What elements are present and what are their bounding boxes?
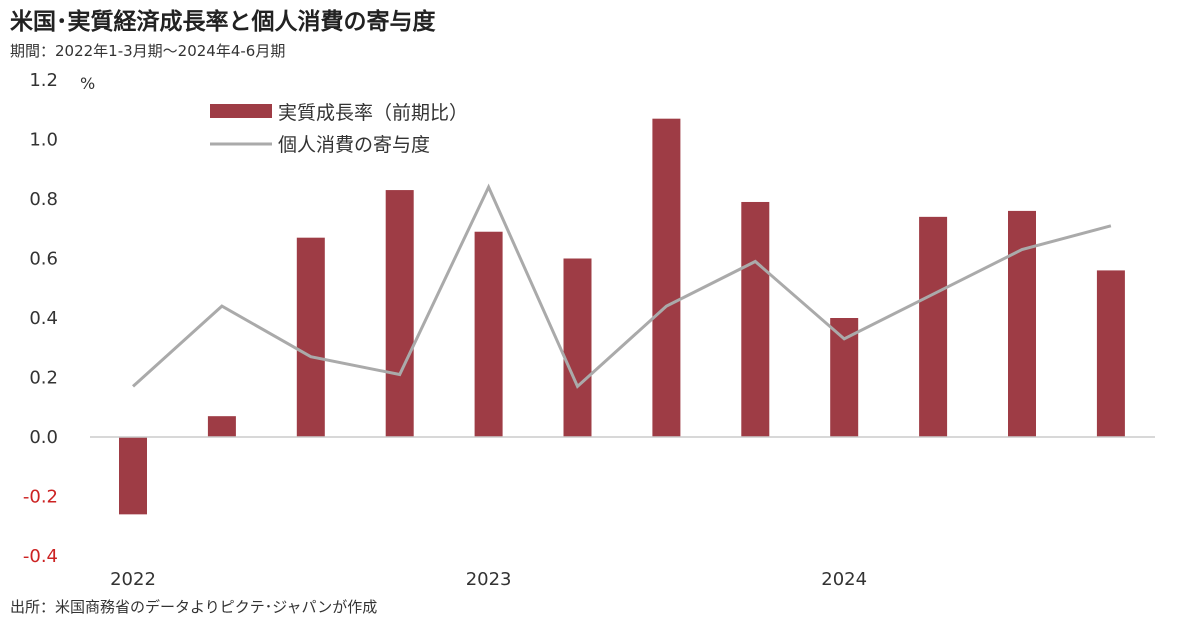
bar — [1096, 270, 1125, 437]
legend-label-line: 個人消費の寄与度 — [278, 134, 430, 156]
chart-title: 米国･実質経済成長率と個人消費の寄与度 — [10, 9, 436, 35]
y-unit-label: % — [80, 74, 95, 93]
x-axis: 2022 2023 2024 — [110, 569, 867, 590]
y-tick-label: -0.2 — [23, 487, 58, 508]
bar-series — [119, 118, 1125, 515]
y-tick-label: 0.8 — [29, 189, 58, 210]
bar — [474, 231, 503, 437]
legend: 実質成長率（前期比） 個人消費の寄与度 — [210, 102, 468, 156]
line-series — [131, 183, 1112, 389]
y-tick-label: 0.6 — [29, 249, 58, 270]
bar — [741, 201, 770, 437]
legend-swatch-bar — [210, 104, 272, 118]
y-tick-label: 1.2 — [29, 70, 58, 91]
legend-label-bar: 実質成長率（前期比） — [278, 102, 468, 124]
y-tick-label: 0.2 — [29, 368, 58, 389]
bar — [563, 258, 592, 437]
x-tick-label: 2024 — [821, 569, 867, 590]
y-tick-label: 0.4 — [29, 308, 58, 329]
source-note: 出所：米国商務省のデータよりピクテ･ジャパンが作成 — [10, 598, 378, 616]
bar — [119, 437, 147, 515]
x-tick-label: 2023 — [466, 569, 512, 590]
bar — [385, 190, 414, 437]
bar — [830, 318, 859, 437]
y-tick-label: -0.4 — [23, 546, 58, 567]
chart-area: -0.4 -0.2 0.0 0.2 0.4 0.6 0.8 1.0 1.2 % 2022 2023… — [23, 70, 1155, 590]
y-tick-label: 1.0 — [29, 130, 58, 151]
bar — [652, 118, 681, 438]
chart-subtitle: 期間：2022年1-3月期～2024年4-6月期 — [10, 42, 286, 60]
bar — [296, 237, 325, 437]
x-tick-label: 2022 — [110, 569, 156, 590]
bar — [1008, 210, 1036, 437]
bar — [919, 216, 948, 437]
bar — [207, 416, 236, 437]
y-tick-label: 0.0 — [29, 427, 58, 448]
y-axis: -0.4 -0.2 0.0 0.2 0.4 0.6 0.8 1.0 1.2 — [23, 70, 58, 567]
